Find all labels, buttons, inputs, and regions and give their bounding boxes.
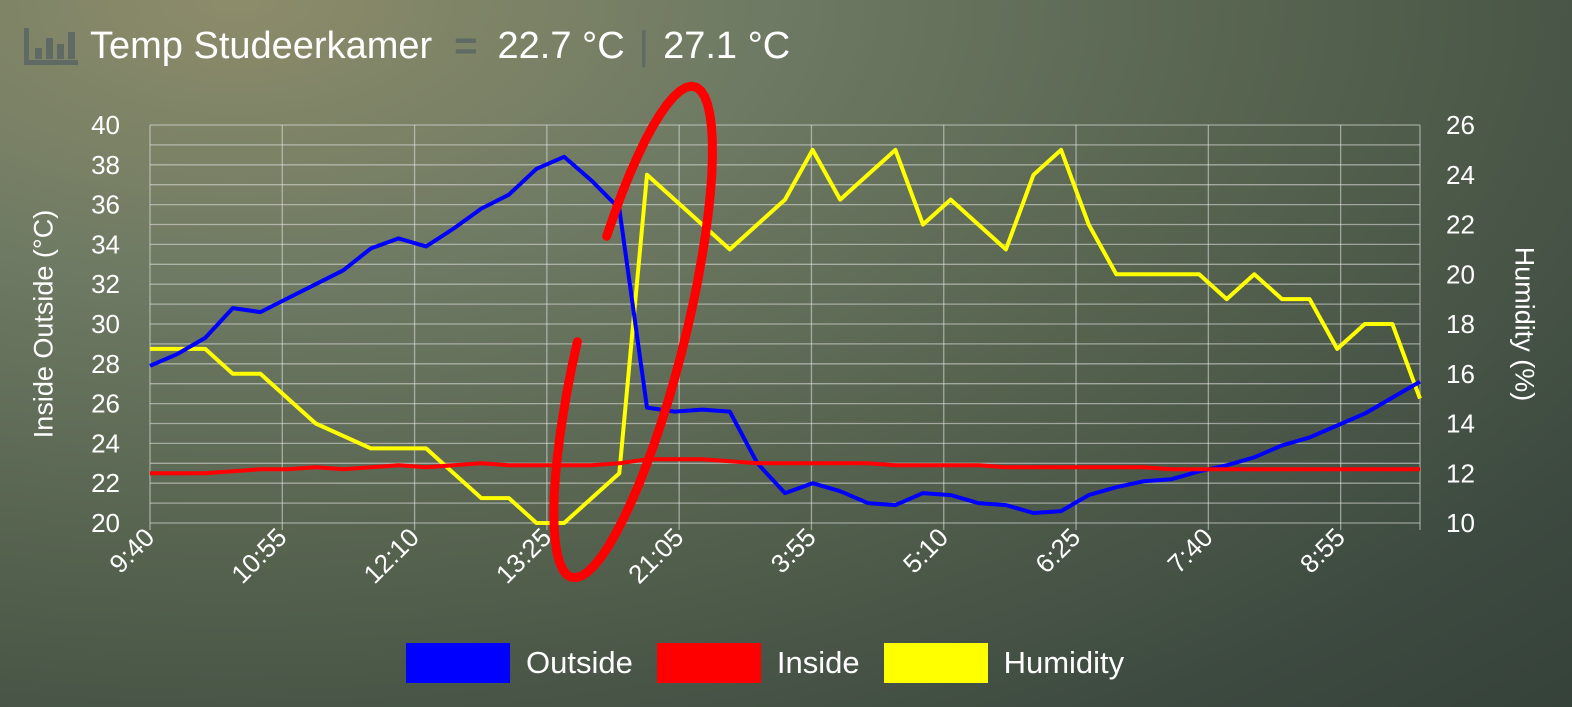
y-tick-right-label: 18 xyxy=(1446,309,1475,339)
legend-item-inside[interactable]: Inside xyxy=(656,643,860,683)
y-tick-right-label: 12 xyxy=(1446,458,1475,488)
y-tick-left-label: 26 xyxy=(91,389,120,419)
x-tick-label: 12:10 xyxy=(358,522,425,589)
y-tick-right-label: 10 xyxy=(1446,508,1475,538)
y-tick-left-label: 38 xyxy=(91,150,120,180)
legend-item-humidity[interactable]: Humidity xyxy=(883,643,1125,683)
series-line-outside xyxy=(149,154,1421,515)
legend-label-humidity: Humidity xyxy=(1003,645,1125,680)
legend-label-inside: Inside xyxy=(776,645,860,680)
y-tick-left-label: 22 xyxy=(91,468,120,498)
x-tick-label: 6:25 xyxy=(1029,522,1086,579)
y-tick-left-label: 36 xyxy=(91,190,120,220)
legend-item-outside[interactable]: Outside xyxy=(406,643,633,683)
y-axis-left-label: Inside Outside (°C) xyxy=(28,209,59,439)
y-tick-left-label: 20 xyxy=(91,508,120,538)
series-line-inside xyxy=(150,457,1420,476)
y-tick-left-label: 24 xyxy=(91,428,120,458)
x-tick-label: 7:40 xyxy=(1162,522,1219,579)
y-tick-right-label: 14 xyxy=(1446,409,1475,439)
legend-swatch-humidity xyxy=(883,643,988,683)
y-tick-left-label: 34 xyxy=(91,229,120,259)
x-tick-label: 21:05 xyxy=(622,522,689,589)
chart-legend: Outside Inside Humidity xyxy=(406,641,1148,685)
y-axis-right-ticks: 10 12 14 16 18 20 22 24 26 xyxy=(1446,110,1475,538)
chart-header: Temp Studeerkamer = 22.7 °C | 27.1 °C xyxy=(24,18,790,74)
y-tick-right-label: 22 xyxy=(1446,210,1475,240)
bar-chart-icon xyxy=(24,28,78,65)
chart-grid xyxy=(149,124,1421,530)
annotation-ellipse-stroke xyxy=(549,81,717,583)
value-separator: | xyxy=(638,23,650,68)
y-tick-right-label: 16 xyxy=(1446,359,1475,389)
y-tick-left-label: 32 xyxy=(91,269,120,299)
legend-swatch-inside xyxy=(656,643,761,683)
y-tick-right-label: 26 xyxy=(1446,110,1475,140)
equals-icon: = xyxy=(454,23,478,68)
y-tick-right-label: 24 xyxy=(1446,160,1475,190)
legend-swatch-outside xyxy=(406,643,510,683)
temp-outside-value: 27.1 °C xyxy=(663,24,791,67)
y-axis-left-ticks: 20 22 24 26 28 30 32 34 36 38 40 xyxy=(91,110,120,538)
series-lines xyxy=(149,147,1422,525)
x-tick-label: 5:10 xyxy=(897,522,954,579)
temp-inside-value: 22.7 °C xyxy=(497,24,625,67)
y-tick-left-label: 28 xyxy=(91,349,120,379)
x-tick-label: 3:55 xyxy=(765,522,822,579)
series-line-humidity xyxy=(150,147,1422,525)
y-tick-left-label: 40 xyxy=(91,110,120,140)
annotation-ellipse xyxy=(549,81,717,583)
x-axis-ticks: 9:40 10:55 12:10 13:25 21:05 3:55 5:10 6:25 7:40… xyxy=(103,522,1351,589)
y-tick-right-label: 20 xyxy=(1446,259,1475,289)
y-axis-right-label: Humidity (%) xyxy=(1509,246,1540,402)
y-tick-left-label: 30 xyxy=(91,309,120,339)
x-tick-label: 10:55 xyxy=(225,522,292,589)
x-tick-label: 8:55 xyxy=(1294,522,1351,579)
legend-label-outside: Outside xyxy=(526,645,633,680)
chart-title: Temp Studeerkamer xyxy=(90,24,433,67)
x-tick-label: 13:25 xyxy=(490,522,557,589)
